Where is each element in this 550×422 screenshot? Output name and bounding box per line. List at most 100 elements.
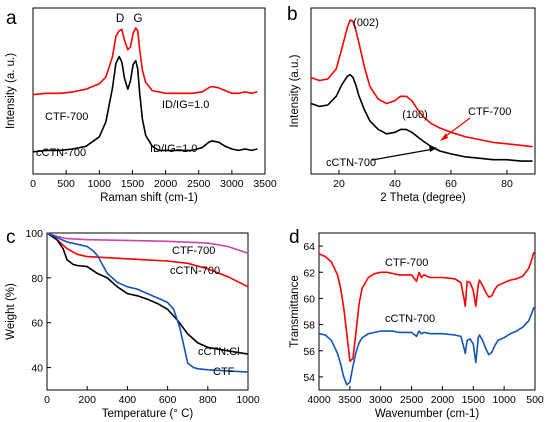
- x-tick-label: 1000: [88, 178, 112, 190]
- panel-b: [310, 7, 536, 175]
- data-point: [72, 148, 74, 150]
- data-point: [126, 239, 128, 241]
- data-point: [173, 308, 175, 310]
- data-point: [207, 369, 209, 371]
- data-point: [179, 326, 181, 328]
- data-point: [472, 290, 474, 292]
- series-label-cctn700: cCTN-700: [385, 313, 435, 325]
- data-point: [151, 90, 153, 92]
- data-point: [178, 92, 180, 94]
- data-point: [466, 339, 468, 341]
- data-point: [531, 146, 533, 148]
- data-point: [335, 68, 337, 70]
- x-tick-label: 500: [57, 178, 75, 190]
- data-point: [377, 128, 379, 130]
- y-tick-label: 60: [303, 293, 315, 305]
- series-label-cctncl: cCTN:Cl: [198, 346, 240, 358]
- annotation-cctn700: cCTN-700: [326, 157, 376, 169]
- data-point: [394, 131, 396, 133]
- data-point: [98, 136, 100, 138]
- data-point: [488, 354, 490, 356]
- data-point: [346, 75, 348, 77]
- data-point: [58, 149, 61, 151]
- data-point: [355, 84, 357, 86]
- panel-label: d: [289, 227, 300, 248]
- data-point: [330, 339, 332, 341]
- data-point: [491, 351, 493, 353]
- x-tick-label: 80: [501, 178, 513, 190]
- data-point: [478, 138, 480, 141]
- data-point: [187, 262, 189, 264]
- data-point: [96, 272, 98, 274]
- data-point: [167, 308, 169, 310]
- data-point: [98, 83, 100, 85]
- data-point: [106, 257, 108, 259]
- data-point: [340, 363, 342, 365]
- data-point: [460, 282, 462, 284]
- peak-label-100: (100): [402, 109, 428, 121]
- data-point: [336, 274, 339, 276]
- data-point: [392, 330, 394, 332]
- data-point: [157, 297, 159, 299]
- data-point: [352, 358, 354, 360]
- series-CTF-700: [46, 232, 249, 254]
- panel-label: b: [287, 4, 298, 25]
- data-point: [531, 258, 533, 260]
- data-point: [469, 338, 471, 340]
- data-point: [423, 331, 425, 333]
- x-tick-label: 500: [526, 394, 544, 406]
- data-point: [191, 92, 193, 94]
- data-point: [515, 278, 518, 280]
- data-point: [349, 74, 351, 76]
- data-point: [32, 151, 34, 153]
- data-point: [116, 281, 118, 283]
- x-axis-label: Wavenumber (cm-1): [375, 408, 480, 420]
- data-point: [475, 305, 477, 307]
- x-tick-label: 2500: [400, 394, 424, 406]
- data-point: [533, 252, 535, 254]
- data-point: [85, 88, 87, 90]
- data-point: [76, 253, 78, 255]
- annotation-ctf700: CTF-700: [45, 111, 88, 123]
- x-tick-label: 1000: [492, 394, 516, 406]
- x-axis-label: Raman shift (cm-1): [100, 192, 198, 204]
- data-point: [515, 330, 518, 332]
- data-point: [45, 92, 47, 94]
- data-point: [355, 29, 357, 31]
- data-point: [157, 303, 159, 305]
- data-point: [191, 149, 193, 151]
- x-tick-label: 2000: [154, 178, 178, 190]
- data-point: [227, 370, 229, 372]
- plot-frame: [32, 7, 266, 175]
- data-point: [358, 41, 360, 43]
- data-point: [367, 333, 369, 335]
- data-point: [129, 80, 131, 82]
- annotation-idig-ctf: ID/IG=1.0: [162, 99, 209, 111]
- data-point: [454, 334, 456, 336]
- series-label-cctn700: cCTN-700: [170, 265, 220, 277]
- y-tick-label: 58: [303, 320, 315, 332]
- data-point: [127, 88, 129, 90]
- x-tick-label: 1500: [462, 394, 486, 406]
- data-point: [227, 245, 229, 248]
- data-point: [231, 148, 233, 150]
- data-point: [492, 141, 494, 143]
- data-point: [464, 136, 466, 138]
- data-point: [335, 95, 337, 97]
- data-point: [201, 91, 203, 93]
- data-point: [244, 91, 246, 93]
- data-point: [76, 264, 78, 267]
- data-point: [460, 335, 462, 337]
- panel-c: [46, 232, 249, 391]
- data-point: [187, 362, 189, 364]
- data-point: [367, 276, 369, 279]
- data-point: [86, 256, 88, 258]
- data-point: [151, 145, 153, 147]
- y-tick-label: 62: [303, 267, 315, 279]
- data-point: [211, 85, 213, 88]
- panel-a: [32, 7, 266, 175]
- y-tick-label: 60: [31, 318, 43, 330]
- data-point: [520, 160, 522, 162]
- data-point: [422, 115, 424, 118]
